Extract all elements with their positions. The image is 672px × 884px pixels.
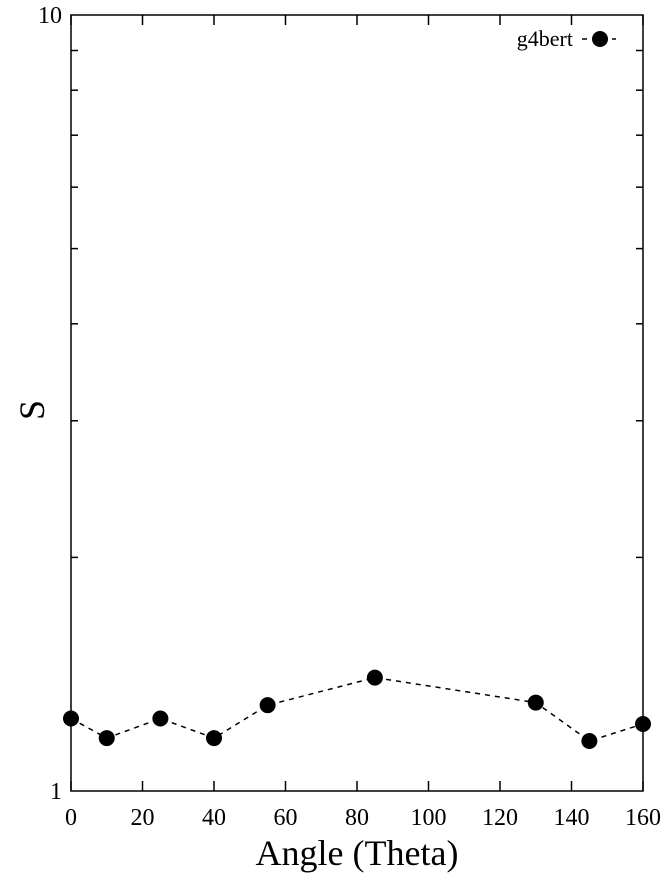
plot-frame (70, 14, 644, 792)
x-tick-label: 20 (131, 805, 155, 831)
data-point (63, 710, 79, 727)
data-point (206, 730, 222, 747)
x-axis-title: Angle (Theta) (256, 833, 459, 873)
axis-ticks (70, 15, 644, 791)
legend-marker (592, 31, 608, 47)
x-tick-label: 0 (65, 805, 77, 831)
data-point (527, 694, 544, 711)
x-tick-label: 100 (411, 805, 447, 831)
y-axis-title: S (12, 400, 52, 420)
legend-label: g4bert (517, 26, 573, 51)
series-line-g4bert (70, 676, 644, 742)
x-tick-label: 160 (625, 805, 661, 831)
data-point (259, 697, 276, 714)
x-tick-label: 40 (202, 805, 226, 831)
y-tick-label: 1 (50, 779, 62, 805)
data-point (152, 710, 169, 727)
data-point (366, 669, 383, 686)
series-points-g4bert (63, 669, 651, 749)
legend: g4bert (517, 26, 616, 51)
axis-tick-labels: 0 20 40 60 80 100 120 140 160 1 10 (38, 3, 661, 831)
x-tick-label: 140 (554, 805, 590, 831)
data-point (581, 732, 598, 749)
x-tick-label: 120 (482, 805, 518, 831)
data-point (635, 715, 651, 732)
data-point (98, 730, 115, 747)
y-tick-label: 10 (38, 3, 62, 29)
x-tick-label: 60 (274, 805, 298, 831)
x-tick-label: 80 (345, 805, 369, 831)
